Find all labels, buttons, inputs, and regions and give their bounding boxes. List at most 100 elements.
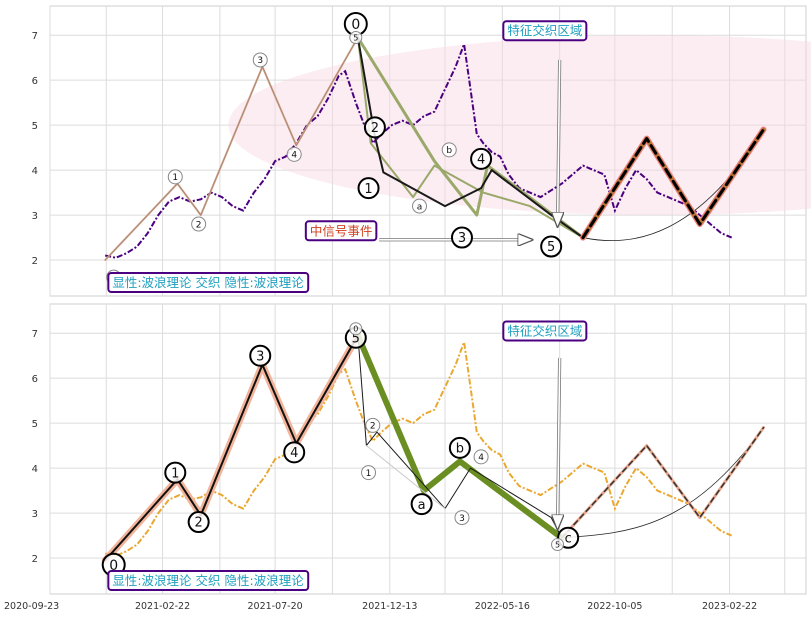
wave-label-text: b	[446, 146, 452, 156]
panel-top: 234567012340521ab345特征交织区域中信号事件显性:波浪理论 交…	[32, 5, 811, 297]
annotation-frame	[304, 220, 378, 242]
wave-line	[561, 426, 765, 539]
annotation-text: 显性:波浪理论 交织 隐性:波浪理论	[112, 573, 304, 588]
wave-label-circle	[473, 449, 489, 465]
wave-label: 2	[191, 216, 207, 232]
wave-line	[356, 36, 584, 239]
x-tick-label: 2021-12-13	[362, 601, 417, 612]
wave-label-circle	[286, 146, 302, 162]
wave-label-circle	[412, 198, 428, 214]
annotation-text: 显性:波浪理论 交织 隐性:波浪理论	[112, 275, 304, 290]
wave-label: a	[410, 493, 433, 516]
panel-frame	[49, 303, 807, 595]
wave-label-text: a	[418, 498, 426, 513]
wave-label-text: 5	[547, 240, 555, 255]
x-tick-label: 2023-02-22	[702, 601, 757, 612]
wave-label: 3	[249, 344, 272, 367]
wave-label-text: 1	[366, 469, 372, 479]
y-tick-label: 4	[32, 464, 38, 475]
wave-label-text: 2	[370, 422, 376, 432]
wave-label: 2	[363, 116, 386, 139]
wave-line	[354, 332, 565, 541]
annotation-text: 特征交织区域	[507, 323, 582, 338]
projection-arc	[561, 427, 764, 539]
y-tick-label: 7	[32, 31, 38, 42]
wave-line	[104, 334, 359, 562]
x-tick-label: 2021-02-22	[135, 601, 190, 612]
wave-label-circle	[470, 147, 493, 170]
y-tick-label: 6	[32, 76, 38, 87]
wave-label-circle	[448, 436, 471, 459]
wave-line	[356, 36, 584, 239]
wave-label-text: 3	[459, 514, 465, 524]
wave-line	[581, 128, 765, 240]
wave-label: 4	[470, 147, 493, 170]
wave-label-circle	[249, 344, 272, 367]
wave-label: 5	[551, 538, 565, 552]
wave-label-text: 0	[353, 325, 358, 334]
wave-label-circle	[540, 235, 563, 258]
wave-label: b	[448, 436, 471, 459]
wave-label-text: 3	[256, 349, 264, 364]
wave-label-circle	[551, 538, 565, 552]
wave-label-text: 3	[257, 56, 263, 66]
annotation-arrow	[558, 59, 560, 226]
x-axis: 2020-09-23 2021-02-22 2021-07-20 2021-12-13…	[4, 601, 757, 612]
annotation-frame	[502, 20, 588, 42]
wave-label-text: b	[456, 442, 464, 457]
wave-label-text: 2	[196, 220, 202, 230]
annotation-box: 中信号事件	[304, 220, 378, 242]
y-tick-label: 2	[32, 554, 38, 565]
wave-label-circle	[164, 461, 187, 484]
wave-label-circle	[349, 322, 363, 336]
wave-label-circle	[454, 510, 470, 526]
wave-label: 1	[357, 177, 380, 200]
grid	[49, 304, 806, 594]
wave-label: 4	[283, 441, 306, 464]
wave-label-circle	[283, 441, 306, 464]
wave-label-circle	[349, 30, 363, 44]
wave-label-circle	[365, 417, 381, 433]
wave-label-circle	[361, 465, 377, 481]
x-tick-label: 2020-09-23	[4, 601, 59, 612]
annotation-frame	[107, 570, 310, 592]
wave-label-circle	[252, 52, 268, 68]
wave-label-circle	[357, 177, 380, 200]
wave-label-circle	[187, 511, 210, 534]
wave-label-text: 4	[290, 446, 298, 461]
wave-label-text: 5	[353, 33, 358, 42]
wave-label-circle	[363, 116, 386, 139]
wave-label-text: 4	[291, 151, 297, 161]
y-tick-label: 5	[32, 121, 38, 132]
wave-label-text: 1	[172, 173, 178, 183]
wave-line	[365, 445, 446, 510]
wave-label-text: c	[565, 531, 572, 546]
wave-label: b	[441, 142, 457, 158]
y-tick-label: 3	[32, 509, 38, 520]
wave-label: a	[412, 198, 428, 214]
wave-label-text: 3	[458, 231, 466, 246]
wave-label: 5	[349, 30, 363, 44]
annotation-frame	[502, 320, 588, 342]
y-tick-label: 7	[32, 329, 38, 340]
wave-label: 3	[450, 226, 473, 249]
y-tick-label: 5	[32, 419, 38, 430]
wave-label-circle	[441, 142, 457, 158]
wave-label: 4	[473, 449, 489, 465]
wave-label-circle	[167, 169, 183, 185]
annotation-text: 中信号事件	[310, 223, 373, 238]
wave-label-text: 0	[109, 558, 118, 574]
wave-label: 3	[454, 510, 470, 526]
x-tick-label: 2021-07-20	[247, 601, 302, 612]
wave-label-text: 2	[371, 121, 379, 136]
annotation-text: 特征交织区域	[507, 23, 582, 38]
price-series	[104, 341, 733, 557]
wave-label: 1	[167, 169, 183, 185]
x-tick-label: 2022-05-16	[475, 601, 530, 612]
y-tick-label: 4	[32, 166, 38, 177]
wave-label-text: 5	[352, 331, 360, 346]
wave-label-circle	[191, 216, 207, 232]
wave-label: 5	[540, 235, 563, 258]
y-tick-label: 2	[32, 256, 38, 267]
